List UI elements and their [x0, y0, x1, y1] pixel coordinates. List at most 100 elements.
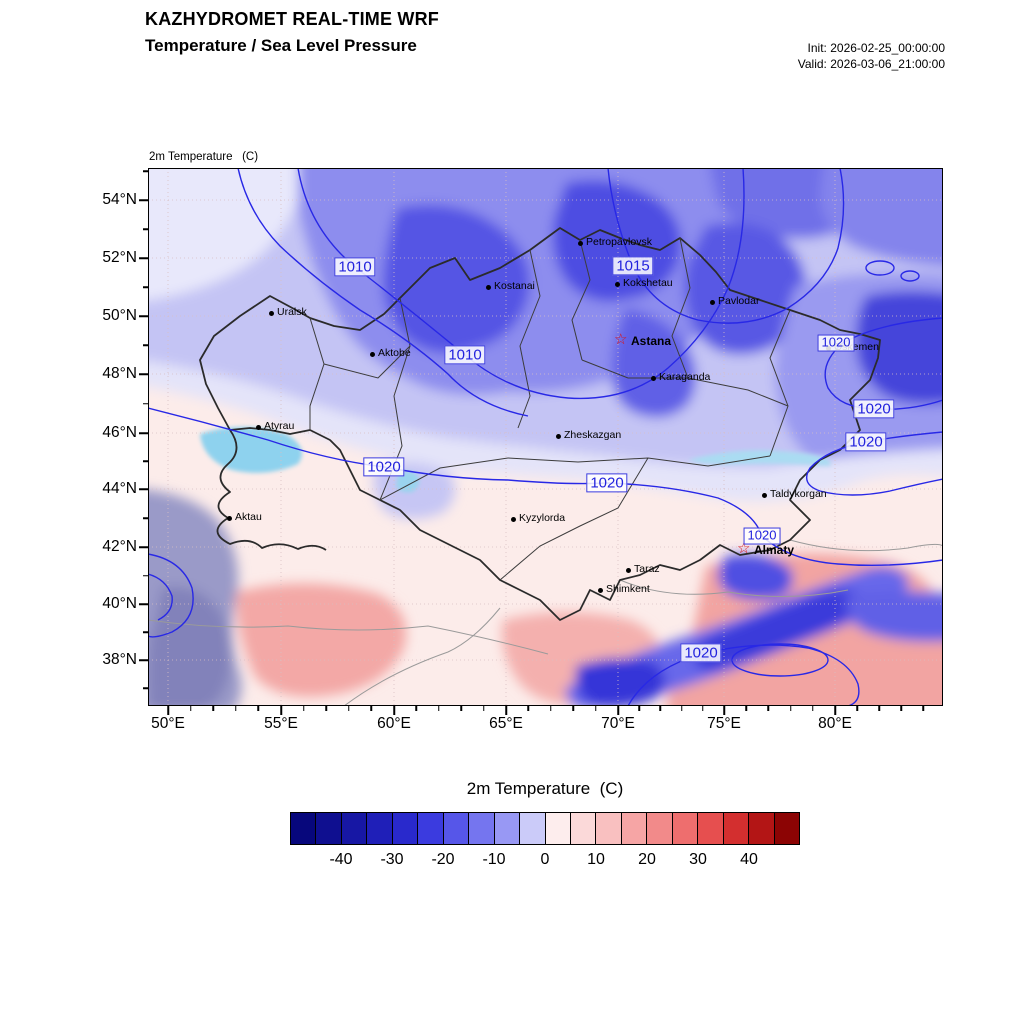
page-subtitle: Temperature / Sea Level Pressure — [145, 36, 417, 55]
lat-minor-tick-mark — [143, 170, 148, 172]
lon-tick-label: 60°E — [377, 715, 411, 732]
lat-tick-mark — [139, 432, 148, 434]
lon-minor-tick-mark — [438, 706, 440, 711]
city-label: Uralsk — [277, 306, 307, 318]
city-label: Karaganda — [659, 371, 711, 383]
lon-minor-tick-mark — [789, 706, 792, 711]
pressure-contour-label: 1015 — [612, 256, 654, 276]
colorbar-tick-label: -10 — [482, 851, 506, 868]
lon-minor-tick-mark — [302, 706, 305, 711]
lat-tick-mark — [139, 488, 148, 490]
city-dot-icon — [709, 299, 715, 305]
lon-minor-tick-mark — [900, 706, 902, 711]
city-label: Shimkent — [606, 583, 650, 595]
lon-tick-mark — [723, 706, 725, 715]
city-label: Kostanai — [494, 280, 535, 292]
lat-minor-tick-mark — [143, 402, 148, 405]
pressure-contour-label: 1020 — [363, 457, 405, 477]
lon-minor-tick-mark — [348, 706, 350, 711]
city-dot-icon — [226, 515, 232, 521]
lon-minor-tick-mark — [257, 706, 260, 711]
page-title: KAZHYDROMET REAL-TIME WRF — [145, 9, 439, 29]
lat-minor-tick-mark — [143, 344, 148, 346]
city-dot-icon — [614, 281, 620, 287]
lon-tick-label: 75°E — [707, 715, 741, 732]
lon-tick-label: 70°E — [601, 715, 635, 732]
pressure-contour-label: 1020 — [680, 643, 722, 663]
lon-minor-tick-mark — [767, 706, 770, 711]
colorbar-tick-label: -40 — [329, 851, 353, 868]
lat-tick-mark — [139, 603, 148, 605]
colorbar-segment — [367, 813, 393, 844]
lon-minor-tick-mark — [812, 706, 814, 711]
colorbar-tick-label: 20 — [638, 851, 656, 868]
lon-minor-tick-mark — [659, 706, 662, 711]
lon-tick-mark — [167, 706, 169, 715]
lon-minor-tick-mark — [680, 706, 683, 711]
map-border — [148, 168, 943, 706]
lon-tick-mark — [393, 706, 395, 715]
lat-tick-mark — [139, 546, 148, 548]
pressure-contour-label: 1010 — [334, 257, 376, 277]
capital-star-icon: ☆ — [614, 331, 628, 348]
neighbor-borders — [148, 539, 943, 706]
lat-tick-mark — [139, 199, 148, 201]
colorbar-segment — [570, 813, 597, 844]
colorbar-segment — [621, 813, 648, 844]
lat-tick-label: 52°N — [102, 249, 137, 266]
lat-minor-tick-mark — [143, 286, 148, 288]
lon-minor-tick-mark — [572, 706, 574, 711]
colorbar-tick-label: -20 — [431, 851, 455, 868]
city-label: Zheskazgan — [564, 429, 622, 441]
lat-minor-tick-mark — [143, 460, 148, 462]
city-dot-icon — [369, 351, 375, 357]
lon-tick-mark — [834, 706, 836, 715]
city-label: Kyzylorda — [519, 512, 566, 524]
colorbar-segment — [698, 813, 724, 844]
colorbar-segment — [392, 813, 419, 844]
colorbar-segment — [749, 813, 775, 844]
lat-tick-label: 54°N — [102, 191, 137, 208]
field-label-temperature: 2m Temperature (C) — [149, 151, 259, 163]
colorbar-segment — [596, 813, 622, 844]
lat-tick-label: 42°N — [102, 538, 137, 555]
map-frame: Petropavlovsk Kostanai Kokshetau Pavlodar Ur… — [102, 168, 943, 732]
colorbar — [290, 812, 800, 845]
oblast-borders — [309, 237, 791, 581]
lon-minor-tick-mark — [325, 706, 327, 711]
city-label: Astana — [631, 334, 672, 348]
init-time: Init: 2026-02-25_00:00:00 — [807, 41, 945, 55]
pressure-contour-label: 1020 — [743, 527, 781, 545]
colorbar-segment — [723, 813, 750, 844]
capital-star-icon: ☆ — [737, 540, 751, 557]
city-dot-icon — [268, 310, 274, 316]
city-label: Atyrau — [264, 420, 295, 432]
colorbar-tick-label: 30 — [689, 851, 707, 868]
colorbar-segment — [418, 813, 444, 844]
model-run-info: Init: 2026-02-25_00:00:00 Valid: 2026-03… — [798, 40, 945, 72]
lon-minor-tick-mark — [189, 706, 192, 711]
colorbar-ticks: -40 -30 -20 -10 0 10 20 30 40 — [290, 851, 800, 873]
pressure-contour-label: 1020 — [586, 473, 628, 493]
lat-tick-mark — [139, 257, 148, 259]
lon-minor-tick-mark — [482, 706, 485, 711]
lat-tick-label: 40°N — [102, 595, 137, 612]
lon-minor-tick-mark — [856, 706, 858, 711]
lat-tick-label: 38°N — [102, 651, 137, 668]
lat-minor-tick-mark — [143, 228, 148, 230]
colorbar-segment — [774, 813, 800, 844]
pressure-contour-label: 1020 — [845, 432, 887, 452]
map-canvas — [148, 168, 943, 706]
valid-time: Valid: 2026-03-06_21:00:00 — [797, 57, 945, 71]
lat-minor-tick-mark — [143, 631, 148, 633]
city-dot-icon — [625, 567, 631, 573]
lon-tick-label: 55°E — [264, 715, 298, 732]
city-dot-icon — [761, 492, 767, 498]
city-dot-icon — [555, 433, 561, 439]
lon-minor-tick-mark — [212, 706, 214, 711]
colorbar-segment — [494, 813, 521, 844]
graticule — [148, 168, 943, 706]
colorbar-tick-label: 10 — [587, 851, 605, 868]
lon-minor-tick-mark — [878, 706, 880, 711]
